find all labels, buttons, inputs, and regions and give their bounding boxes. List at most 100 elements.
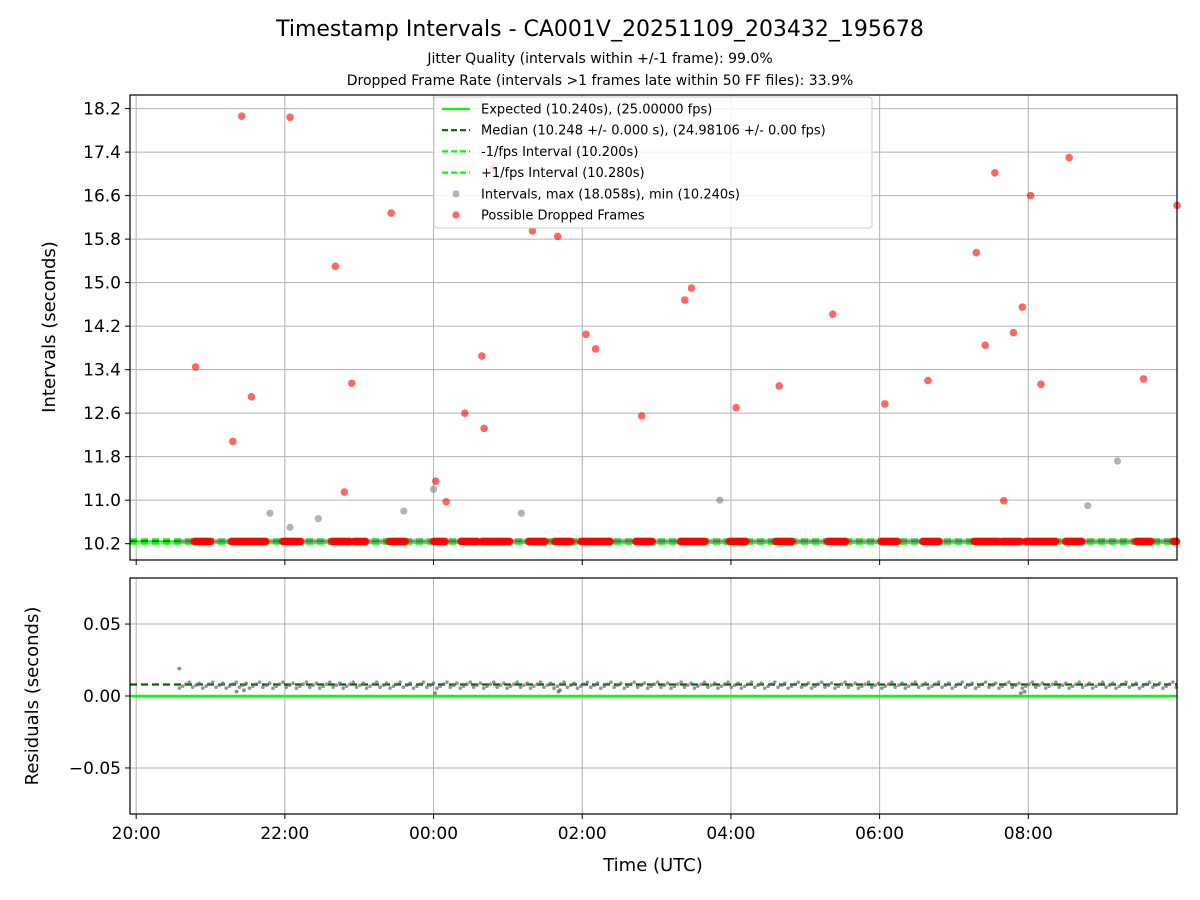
dropped-frame-point xyxy=(1037,380,1045,389)
residual-point xyxy=(1060,683,1065,688)
residual-point xyxy=(364,686,369,691)
residual-point xyxy=(244,681,249,685)
residual-point xyxy=(933,682,938,686)
interval-point xyxy=(810,538,816,544)
residual-point xyxy=(1097,682,1102,686)
residual-point xyxy=(435,686,439,691)
residual-point xyxy=(418,682,422,686)
residual-point xyxy=(394,682,399,686)
residual-point xyxy=(665,681,670,685)
intervals-data xyxy=(130,112,1181,546)
residual-point xyxy=(231,682,235,686)
dropped-frame-point xyxy=(681,296,689,304)
residual-point xyxy=(291,681,295,685)
residual-point xyxy=(328,680,332,684)
interval-point xyxy=(817,538,823,544)
residual-point xyxy=(655,680,660,684)
intervals-axes-frame xyxy=(129,94,1178,561)
residual-point xyxy=(528,686,533,691)
residual-point xyxy=(1070,684,1075,689)
residual-point xyxy=(281,680,285,684)
interval-point xyxy=(754,538,760,544)
legend-entry: Possible Dropped Frames xyxy=(481,209,645,224)
interval-point xyxy=(850,538,857,544)
residual-point xyxy=(1114,686,1118,691)
residual-point xyxy=(438,684,443,689)
residual-point xyxy=(294,686,299,691)
dropped-frame-point xyxy=(347,379,356,388)
residual-point xyxy=(542,685,546,690)
residual-point xyxy=(843,680,847,684)
interval-point xyxy=(323,538,329,544)
residual-point xyxy=(605,682,610,686)
residual-point xyxy=(261,685,265,690)
residual-point xyxy=(234,689,239,694)
residual-point xyxy=(903,686,908,691)
residual-point xyxy=(535,682,540,686)
residual-point xyxy=(241,683,245,688)
residual-point xyxy=(649,684,653,689)
residual-point xyxy=(970,681,974,685)
interval-point xyxy=(720,538,727,544)
dropped-frame-point xyxy=(981,341,989,349)
residual-point xyxy=(706,685,710,690)
residual-point xyxy=(1074,682,1078,686)
residual-point xyxy=(1094,684,1098,689)
residual-point xyxy=(485,684,489,689)
interval-point xyxy=(862,538,868,544)
residual-point xyxy=(799,685,804,690)
x-tick-label: 20:00 xyxy=(112,824,161,844)
residual-point xyxy=(1161,686,1165,691)
interval-point xyxy=(813,538,820,544)
interval-point xyxy=(914,538,920,544)
residual-point xyxy=(585,680,590,684)
residual-point xyxy=(207,682,212,686)
residual-point xyxy=(297,684,302,689)
residual-point xyxy=(809,686,814,691)
interval-point xyxy=(375,538,381,544)
residual-point xyxy=(522,683,526,688)
interval-point xyxy=(271,538,277,544)
residual-point xyxy=(669,686,673,691)
interval-point xyxy=(1159,538,1165,544)
residual-point xyxy=(495,685,499,690)
residual-point xyxy=(1077,680,1082,684)
residual-point xyxy=(967,683,971,688)
residual-point xyxy=(491,680,496,684)
residual-point xyxy=(752,685,757,690)
y-tick-label: 10.2 xyxy=(83,535,121,555)
residual-point xyxy=(321,684,325,689)
residual-point xyxy=(1087,681,1092,685)
legend: Expected (10.240s), (25.00000 fps) Median… xyxy=(433,96,873,229)
interval-point xyxy=(274,538,281,544)
residual-point xyxy=(736,681,740,685)
residual-point xyxy=(910,682,914,686)
residual-point xyxy=(378,685,382,690)
residual-point xyxy=(257,680,262,684)
residual-point xyxy=(338,681,342,685)
y-tick-label: 13.4 xyxy=(83,361,121,381)
dropped-frame-point xyxy=(431,477,440,485)
x-tick-label: 22:00 xyxy=(260,824,309,844)
residual-point xyxy=(388,686,392,691)
residual-point xyxy=(354,685,359,690)
residual-point xyxy=(886,682,891,686)
residual-point xyxy=(916,685,921,690)
residual-point xyxy=(786,686,790,691)
interval-point xyxy=(308,538,314,544)
residual-point xyxy=(900,681,904,685)
residual-point xyxy=(214,685,218,690)
y-tick-label: 15.8 xyxy=(83,230,121,250)
y-tick-label: 15.0 xyxy=(83,274,121,294)
residual-point xyxy=(659,685,663,690)
dropped-frame-point xyxy=(1078,537,1086,546)
dropped-frame-point xyxy=(1065,153,1073,162)
residual-point xyxy=(401,685,406,690)
residual-point xyxy=(224,686,228,691)
residual-point xyxy=(498,683,503,688)
residual-point xyxy=(318,686,322,691)
legend-entry: Median (10.248 +/- 0.000 s), (24.98106 +… xyxy=(481,124,826,139)
residual-point xyxy=(1110,681,1115,685)
interval-point xyxy=(315,538,321,544)
interval-point xyxy=(873,538,879,544)
